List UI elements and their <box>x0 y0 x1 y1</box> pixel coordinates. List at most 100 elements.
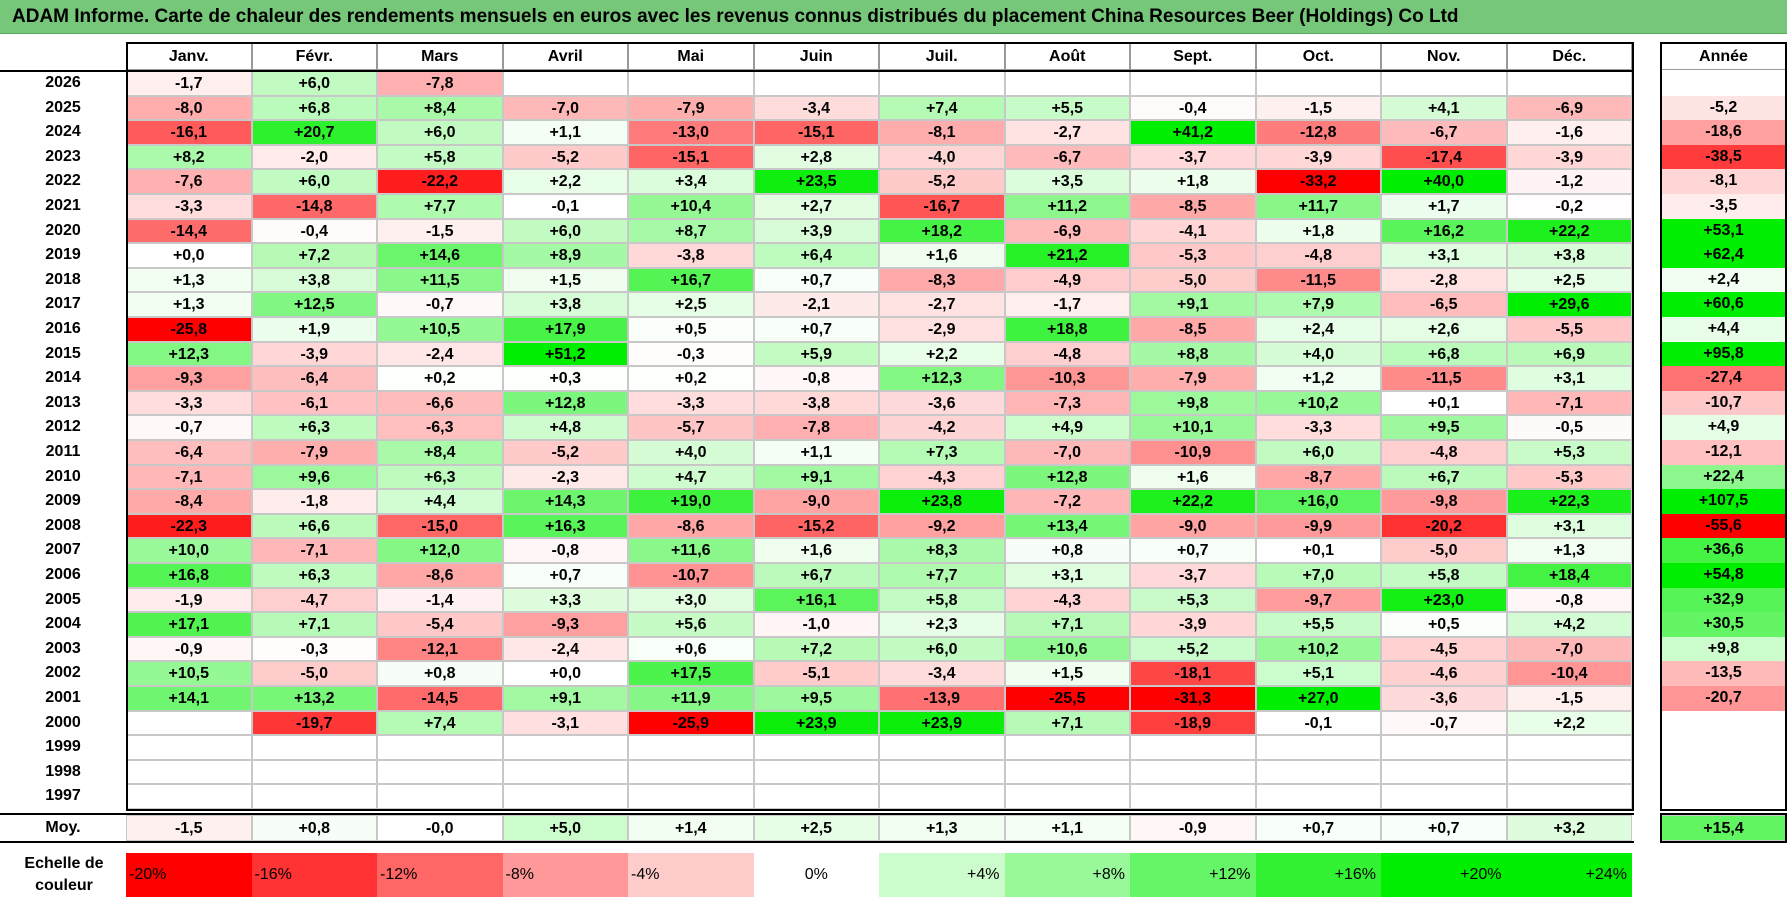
heat-cell: -0,4 <box>251 218 377 244</box>
heat-cell: +9,5 <box>753 686 879 711</box>
average-year-cell: +15,4 <box>1660 815 1787 841</box>
heat-cell: -9,2 <box>879 513 1005 539</box>
heat-cell: +1,6 <box>879 243 1005 268</box>
heat-cell: +5,6 <box>628 612 754 637</box>
heat-cell: +7,7 <box>377 194 503 219</box>
heat-cell <box>251 759 377 785</box>
heat-cell: -0,5 <box>1506 415 1632 440</box>
heat-cell: +4,9 <box>1004 415 1130 440</box>
heat-cell: +9,6 <box>251 464 377 490</box>
heat-cell: +19,0 <box>628 489 754 514</box>
heat-cell: +10,6 <box>1004 636 1130 662</box>
heat-cell <box>879 784 1005 809</box>
heat-cell: +17,5 <box>628 661 754 686</box>
heat-cell: +4,0 <box>628 440 754 465</box>
heat-cell: -9,3 <box>126 366 252 391</box>
heat-cell <box>1255 71 1381 96</box>
scale-swatch-label: +20% <box>1460 866 1502 883</box>
scale-swatch: -8% <box>502 853 628 897</box>
heat-cell <box>1255 735 1381 760</box>
heat-cell <box>628 71 754 96</box>
year-label: 2014 <box>45 369 81 387</box>
heat-cell <box>879 71 1005 96</box>
year-total-cell: -3,5 <box>1660 194 1787 219</box>
heat-cell: +8,9 <box>502 243 628 268</box>
heat-cell: +23,0 <box>1381 587 1507 613</box>
heat-cell: -9,0 <box>753 489 879 514</box>
heat-cell: +11,2 <box>1004 194 1130 219</box>
heat-cell: -2,9 <box>879 317 1005 342</box>
year-total-cell: +4,4 <box>1660 317 1787 342</box>
heat-cell: -1,4 <box>377 587 503 613</box>
heat-cell: -3,8 <box>628 243 754 268</box>
heat-cell: -16,1 <box>126 120 252 145</box>
heat-cell: -6,9 <box>1004 218 1130 244</box>
heat-cell: +0,7 <box>753 317 879 342</box>
heat-cell: +1,3 <box>126 267 252 293</box>
year-label: 2007 <box>45 541 81 559</box>
heat-cell: -7,9 <box>251 440 377 465</box>
heat-cell: +18,8 <box>1004 317 1130 342</box>
scale-swatch-label: +4% <box>967 866 1000 883</box>
year-label: 2009 <box>45 492 81 510</box>
year-total-cell: +32,9 <box>1660 587 1787 613</box>
heat-cell <box>879 735 1005 760</box>
heat-cell: +16,2 <box>1381 218 1507 244</box>
heat-cell <box>1004 735 1130 760</box>
heat-cell: +3,8 <box>1506 243 1632 268</box>
average-cell: -1,5 <box>126 815 252 841</box>
heat-cell: -3,9 <box>251 341 377 367</box>
heat-cell: -0,7 <box>126 415 252 440</box>
heat-cell: -17,4 <box>1381 144 1507 170</box>
heat-cell: -8,7 <box>1255 464 1381 490</box>
heat-cell: +9,1 <box>502 686 628 711</box>
heat-cell <box>126 759 252 785</box>
heat-cell: +0,7 <box>1130 538 1256 563</box>
heat-cell: +10,5 <box>377 317 503 342</box>
heat-cell <box>1004 784 1130 809</box>
heat-cell <box>502 759 628 785</box>
heat-cell: +3,8 <box>251 267 377 293</box>
heat-cell: -5,3 <box>1130 243 1256 268</box>
heat-cell: +6,4 <box>753 243 879 268</box>
heat-cell: +12,5 <box>251 292 377 317</box>
heat-cell <box>1381 71 1507 96</box>
heat-cell: +16,8 <box>126 563 252 588</box>
heat-cell: -6,3 <box>377 415 503 440</box>
heat-cell: +3,8 <box>502 292 628 317</box>
heat-cell: +1,8 <box>1255 218 1381 244</box>
scale-swatch: +4% <box>879 853 1005 897</box>
average-cell: +0,7 <box>1381 815 1507 841</box>
heat-cell: +16,3 <box>502 513 628 539</box>
scale-label-line1: Echelle de <box>24 855 104 872</box>
heat-cell <box>502 784 628 809</box>
heat-cell: -15,0 <box>377 513 503 539</box>
average-cell: +2,5 <box>753 815 879 841</box>
heat-cell: -6,7 <box>1004 144 1130 170</box>
heat-cell: +12,8 <box>1004 464 1130 490</box>
heat-cell: +2,3 <box>879 612 1005 637</box>
year-label: 2002 <box>45 664 81 682</box>
heat-cell: -2,4 <box>502 636 628 662</box>
heat-cell: +14,3 <box>502 489 628 514</box>
heat-cell: +7,2 <box>753 636 879 662</box>
heat-cell: -3,3 <box>628 390 754 416</box>
heat-cell: -5,2 <box>879 169 1005 194</box>
year-total-cell: -20,7 <box>1660 686 1787 711</box>
year-total-cell <box>1660 735 1787 760</box>
heat-cell: +0,3 <box>502 366 628 391</box>
heat-cell: +21,2 <box>1004 243 1130 268</box>
heat-cell: +3,1 <box>1381 243 1507 268</box>
scale-swatch-label: -4% <box>631 866 660 883</box>
heat-cell: -0,3 <box>628 341 754 367</box>
heat-cell: +2,2 <box>879 341 1005 367</box>
heat-cell: -3,3 <box>126 390 252 416</box>
year-total-cell <box>1660 759 1787 785</box>
heat-cell <box>753 71 879 96</box>
heat-cell: -2,8 <box>1381 267 1507 293</box>
heat-cell: -14,5 <box>377 686 503 711</box>
year-total-cell: +9,8 <box>1660 636 1787 662</box>
heat-cell: +1,6 <box>1130 464 1256 490</box>
heat-cell: -7,2 <box>1004 489 1130 514</box>
scale-swatch: +20% <box>1381 853 1507 897</box>
